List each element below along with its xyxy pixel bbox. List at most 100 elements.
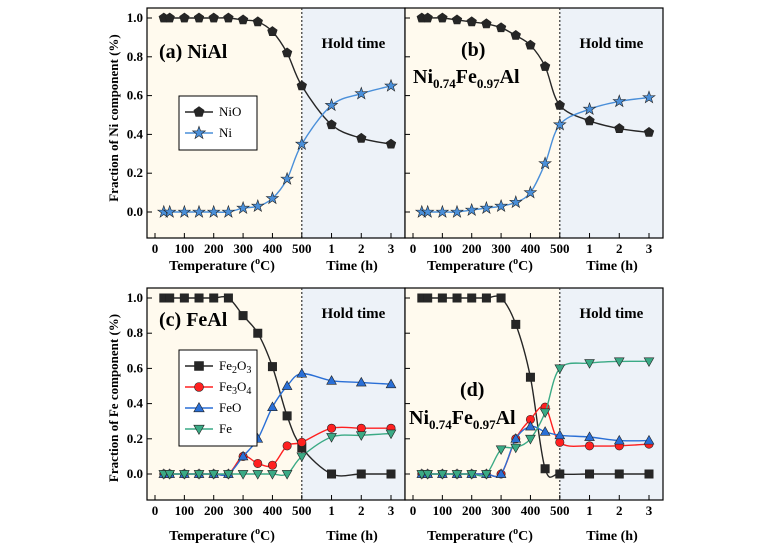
legend-marker-ni (191, 125, 207, 140)
data-point-fe3o4 (555, 437, 565, 447)
legend-box (178, 95, 258, 151)
x-axis-title-temperature: Temperature (oC) (169, 526, 275, 544)
data-point-fe (525, 434, 536, 445)
x-tick-label: 2 (358, 241, 365, 256)
data-point-fe (510, 443, 522, 454)
data-point-ni (250, 198, 265, 213)
data-point-fe (481, 470, 492, 480)
data-point-fe (495, 445, 507, 456)
data-point-ni (494, 199, 508, 213)
x-tick-label: 1 (586, 241, 593, 256)
data-point-fe (584, 359, 595, 369)
data-point-ni (464, 202, 479, 216)
y-tick-label: 0.2 (127, 165, 143, 180)
legend-label-feo: FeO (219, 400, 241, 415)
y-tick-label: 1.0 (127, 290, 143, 305)
x-tick-label: 200 (204, 503, 224, 518)
data-point-nio (326, 119, 337, 130)
data-point-feo (355, 376, 367, 387)
x-tick-label: 300 (491, 503, 511, 518)
data-point-ni (206, 204, 221, 218)
x-tick-label: 100 (175, 241, 195, 256)
data-point-fe (355, 431, 367, 441)
data-point-fe2o3 (555, 469, 565, 479)
data-point-feo (281, 380, 293, 390)
x-axis-title-time: Time (h) (586, 529, 638, 544)
data-point-nio (525, 39, 536, 50)
panel-label: Ni0.74Fe0.97Al (413, 66, 520, 91)
data-point-fe2o3 (179, 293, 189, 303)
data-point-fe (437, 470, 448, 480)
data-point-fe (208, 470, 220, 480)
legend-marker-feo (193, 401, 205, 413)
legend-label-fe3o4: Fe3O4 (219, 379, 251, 397)
data-point-feo (539, 426, 551, 436)
data-point-fe2o3 (223, 293, 233, 303)
data-point-fe2o3 (282, 411, 292, 421)
data-point-feo (554, 429, 566, 440)
data-point-feo (525, 420, 536, 431)
data-point-ni (192, 204, 206, 218)
x-tick-label: 100 (433, 241, 453, 256)
panel-frame (404, 287, 664, 501)
data-point-feo (643, 434, 655, 445)
legend-marker-fe (193, 424, 205, 436)
legend-label-nio: NiO (219, 104, 241, 119)
x-axis-title-temperature: Temperature (oC) (427, 256, 533, 274)
x-axis-title-time: Time (h) (326, 529, 378, 544)
y-tick-label: 0.8 (127, 49, 144, 64)
data-point-ni (236, 200, 250, 214)
data-point-ni (479, 200, 494, 214)
x-tick-label: 0 (410, 241, 417, 256)
ramp-region (405, 288, 560, 500)
data-point-fe2o3 (356, 469, 366, 479)
data-point-nio (164, 12, 175, 23)
data-point-nio (208, 12, 219, 23)
data-point-feo (296, 368, 308, 378)
legend-marker-fe2o3 (194, 361, 204, 371)
hold-region (301, 8, 405, 238)
legend-label-fe: Fe (219, 421, 232, 436)
x-tick-label: 400 (263, 503, 283, 518)
data-point-fe2o3 (253, 328, 263, 338)
x-tick-label: 100 (433, 503, 453, 518)
data-point-fe (643, 357, 655, 368)
x-tick-label: 300 (491, 241, 511, 256)
data-point-ni (642, 90, 656, 104)
data-point-nio (252, 16, 263, 27)
panel-d: Hold time 0 100 200 300 400 500 1 2 3 (d) Ni0.74Fe0… (404, 287, 664, 518)
data-point-nio (385, 138, 397, 149)
data-point-nio (584, 115, 595, 126)
y-tick-label: 0.8 (127, 325, 144, 340)
data-point-fe2o3 (437, 293, 447, 303)
data-point-ni (450, 204, 464, 218)
data-point-fe (223, 470, 234, 480)
data-point-nio (267, 26, 278, 36)
panel-c: Hold time 0.0 0.2 0.4 0.6 0.8 1.0 0 100 200 300 400… (127, 287, 406, 518)
y-tick-label: 0.0 (127, 204, 143, 219)
data-point-fe3o4 (282, 441, 292, 451)
hold-time-label: Hold time (322, 36, 386, 52)
data-point-nio (510, 30, 521, 40)
data-point-nio (451, 14, 463, 25)
data-point-fe (451, 470, 463, 480)
y-tick-label: 1.0 (127, 10, 143, 25)
data-point-ni (538, 156, 552, 170)
data-point-fe3o4 (297, 437, 307, 447)
data-point-feo (613, 434, 625, 445)
data-point-fe2o3 (525, 372, 535, 382)
x-tick-label: 400 (521, 241, 541, 256)
x-axis-title-temperature: Temperature (oC) (427, 526, 533, 544)
data-point-fe2o3 (386, 469, 396, 479)
x-tick-label: 200 (462, 503, 482, 518)
data-point-ni (612, 94, 627, 108)
data-point-ni (324, 98, 339, 112)
y-tick-label: 0.4 (127, 126, 144, 141)
data-point-fe3o4 (267, 460, 277, 470)
data-point-ni (384, 78, 398, 92)
x-tick-label: 1 (586, 503, 593, 518)
data-point-feo (326, 375, 337, 385)
data-point-nio (554, 99, 565, 110)
data-point-feo (510, 433, 522, 443)
data-point-ni (221, 204, 236, 218)
